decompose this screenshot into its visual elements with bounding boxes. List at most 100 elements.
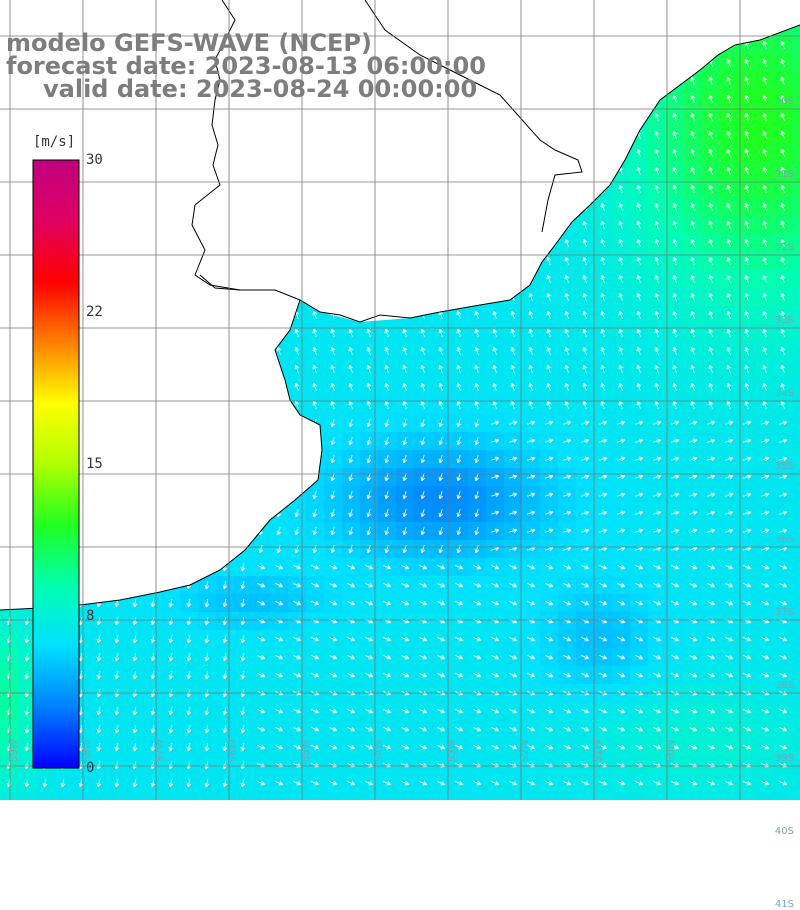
wind-arrow — [186, 652, 192, 662]
wind-arrow — [672, 148, 677, 157]
wind-arrow — [726, 256, 731, 265]
wind-arrow — [401, 709, 410, 714]
wind-arrow — [545, 583, 554, 588]
wind-arrow — [383, 727, 392, 732]
wind-arrow — [707, 655, 716, 660]
wind-arrow — [761, 510, 770, 516]
wind-arrow — [689, 456, 698, 462]
wind-arrow — [402, 437, 408, 446]
wind-arrow — [707, 565, 716, 570]
wind-arrow — [599, 510, 608, 516]
wind-arrow — [762, 202, 767, 211]
wind-arrow — [708, 166, 713, 175]
wind-arrow — [690, 130, 695, 139]
wind-arrow — [293, 745, 302, 750]
wind-arrow — [707, 709, 716, 714]
wind-arrow — [329, 781, 338, 786]
wind-arrow — [474, 328, 479, 337]
wind-arrow — [509, 709, 518, 714]
wind-arrow — [582, 238, 587, 247]
wind-arrow — [563, 745, 572, 750]
wind-arrow — [653, 438, 662, 444]
wind-arrow — [509, 492, 518, 498]
wind-arrow — [672, 346, 677, 355]
wind-arrow — [654, 166, 659, 175]
wind-arrow — [618, 382, 623, 391]
wind-arrow — [744, 274, 749, 283]
wind-arrow — [168, 778, 174, 788]
wind-arrow — [402, 419, 408, 428]
wind-arrow — [509, 655, 518, 660]
wind-arrow — [168, 634, 174, 644]
wind-arrow — [491, 673, 500, 678]
wind-arrow — [671, 745, 680, 750]
wind-arrow — [420, 419, 426, 428]
wind-arrow — [330, 419, 336, 428]
wind-arrow — [420, 437, 426, 446]
wind-arrow — [671, 709, 680, 714]
wind-arrow — [582, 382, 587, 391]
wind-arrow — [617, 601, 626, 606]
wind-arrow — [150, 616, 156, 626]
wind-arrow — [761, 438, 770, 444]
wind-arrow — [762, 112, 767, 121]
wind-arrow — [654, 256, 659, 265]
wind-arrow — [708, 220, 713, 229]
wind-arrow — [455, 637, 464, 642]
wind-arrow — [617, 673, 626, 678]
wind-arrow — [744, 400, 749, 409]
colorbar-unit: [m/s] — [33, 134, 76, 150]
wind-arrow — [636, 256, 641, 265]
wind-arrow — [366, 364, 371, 373]
wind-arrow — [491, 781, 500, 786]
wind-arrow — [582, 364, 587, 373]
wind-arrow — [114, 652, 120, 662]
wind-cell — [270, 792, 289, 800]
wind-cell — [468, 792, 487, 800]
wind-arrow — [563, 727, 572, 732]
wind-arrow — [545, 781, 554, 786]
wind-arrow — [330, 346, 335, 355]
wind-arrow — [384, 382, 389, 391]
wind-arrow — [257, 673, 266, 678]
wind-arrow — [294, 545, 300, 554]
wind-arrow — [689, 745, 698, 750]
wind-arrow — [437, 655, 446, 660]
wind-arrow — [438, 509, 444, 518]
wind-arrow — [599, 655, 608, 660]
wind-arrow — [743, 492, 752, 498]
wind-arrow — [780, 76, 785, 85]
wind-cell — [792, 774, 800, 793]
wind-arrow — [780, 166, 785, 175]
wind-arrow — [204, 598, 210, 608]
wind-arrow — [690, 202, 695, 211]
wind-cell — [792, 666, 800, 685]
wind-arrow — [762, 400, 767, 409]
wind-arrow — [527, 781, 536, 786]
wind-arrow — [563, 637, 572, 642]
wind-arrow — [600, 400, 605, 409]
wind-arrow — [437, 565, 446, 570]
wind-arrow — [672, 364, 677, 373]
wind-arrow — [330, 437, 336, 446]
wind-arrow — [779, 474, 788, 480]
wind-arrow — [672, 130, 677, 139]
wind-arrow — [600, 364, 605, 373]
wind-cell — [792, 180, 800, 199]
wind-arrow — [275, 673, 284, 678]
wind-arrow — [204, 670, 210, 680]
wind-arrow — [365, 601, 374, 606]
wind-arrow — [473, 637, 482, 642]
wind-arrow — [672, 256, 677, 265]
wind-arrow — [780, 220, 785, 229]
wind-arrow — [456, 437, 462, 446]
wind-arrow — [419, 637, 428, 642]
wind-arrow — [311, 781, 320, 786]
wind-arrow — [654, 184, 659, 193]
wind-arrow — [437, 727, 446, 732]
wind-cell — [594, 792, 613, 800]
wind-arrow — [546, 310, 551, 319]
wind-cell — [0, 792, 19, 800]
wind-cell — [630, 792, 649, 800]
wind-arrow — [708, 256, 713, 265]
